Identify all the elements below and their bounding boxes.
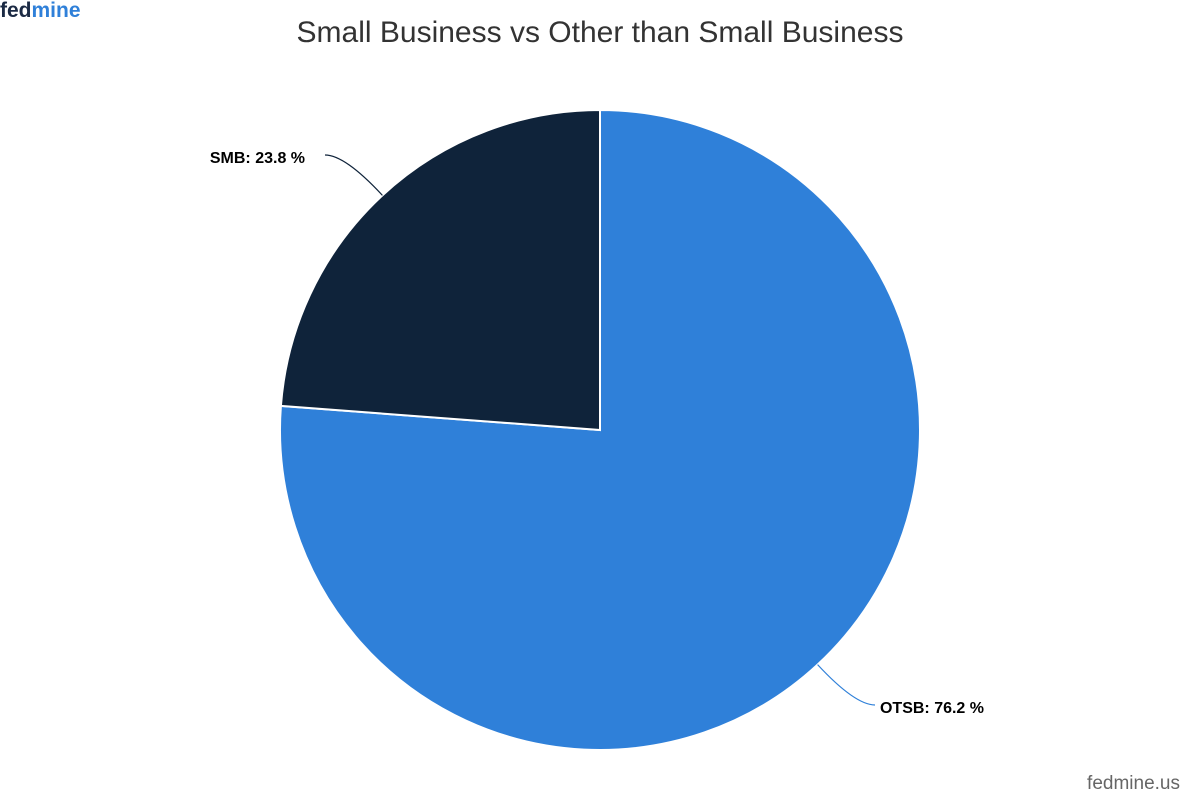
logo-part: fed [0,0,32,22]
pie-slice [279,108,601,432]
label-connector [324,154,383,196]
label-connector [817,664,876,706]
credit: fedmine.us [1087,773,1180,794]
data-label: SMB: 23.8 % [210,150,305,167]
data-label: OTSB: 76.2 % [880,700,984,717]
chart-title: Small Business vs Other than Small Busin… [297,16,904,49]
logo: fedmine [0,0,81,22]
logo-part: mine [32,0,81,22]
